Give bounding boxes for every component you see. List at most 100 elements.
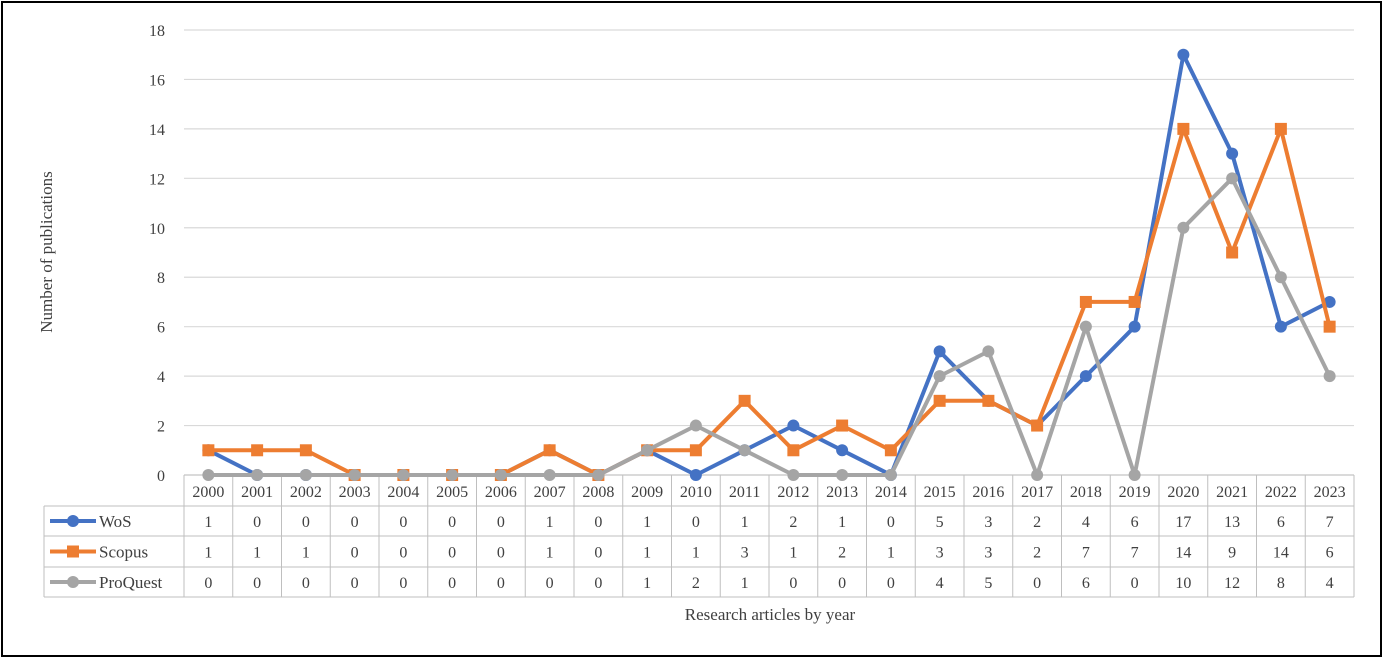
x-tick-label: 2011 [729,484,760,501]
table-cell-value: 0 [448,545,456,562]
table-cell-value: 1 [741,575,749,592]
data-point [348,469,361,481]
data-point [884,469,897,481]
data-point [836,419,849,432]
data-point [1274,122,1287,135]
table-cell-value: 1 [546,514,554,531]
table-cell-value: 3 [984,545,992,562]
data-point [1079,295,1092,308]
data-point [299,444,312,457]
table-cell-value: 2 [1033,514,1041,531]
y-tick-label: 8 [157,270,165,287]
table-cell-value: 0 [302,575,310,592]
data-point [592,469,605,481]
table-cell-value: 5 [936,514,944,531]
data-point [689,444,702,457]
data-point [982,394,995,407]
legend-label: ProQuest [99,573,163,592]
legend-key-marker [67,576,79,588]
table-cell-value: 1 [692,545,700,562]
table-cell-value: 3 [936,545,944,562]
table-cell-value: 0 [594,514,602,531]
data-point [397,469,410,481]
table-cell-value: 0 [351,545,359,562]
table-cell-value: 1 [741,514,749,531]
x-tick-label: 2017 [1021,484,1053,501]
table-cell-value: 0 [497,545,505,562]
x-tick-label: 2010 [680,484,712,501]
table-cell-value: 1 [253,545,261,562]
data-point [202,444,215,457]
table-cell-value: 0 [253,575,261,592]
table-cell-value: 6 [1277,514,1285,531]
table-cell-value: 14 [1273,545,1289,562]
series-line-proquest [208,176,1332,477]
table-cell-value: 6 [1131,514,1139,531]
table-cell-value: 0 [351,575,359,592]
x-tick-label: 2016 [972,484,1004,501]
x-tick-label: 2023 [1314,484,1346,501]
data-point [1177,122,1190,135]
data-point [933,394,946,407]
y-tick-label: 14 [149,122,165,139]
y-tick-label: 2 [157,419,165,436]
data-point [1323,370,1336,383]
data-point [299,469,312,481]
table-cell-value: 3 [984,514,992,531]
table-cell-value: 0 [594,575,602,592]
x-tick-label: 2008 [582,484,614,501]
table-cell-value: 6 [1082,575,1090,592]
x-tick-label: 2020 [1167,484,1199,501]
x-tick-label: 2014 [875,484,907,501]
table-cell-value: 4 [936,575,944,592]
data-table: 2000 2001 2002 2003 2004 2005 2006 2007 2008 2009… [43,474,1355,598]
table-cell-value: 0 [351,514,359,531]
table-cell-value: 10 [1175,575,1191,592]
x-tick-label: 2019 [1119,484,1151,501]
table-cell-value: 8 [1277,575,1285,592]
table-cell-value: 1 [643,575,651,592]
y-tick-label: 6 [157,320,165,337]
data-point [1128,469,1141,481]
table-cell-value: 0 [497,575,505,592]
table-cell-value: 0 [448,575,456,592]
data-point [1079,320,1092,333]
data-point [1226,246,1239,259]
data-point [689,419,702,432]
table-cell-value: 14 [1175,545,1191,562]
data-point [836,444,849,457]
data-point [1031,469,1044,481]
table-cell-value: 7 [1082,545,1090,562]
table-cell-value: 6 [1326,545,1334,562]
y-axis-label: Number of publications [37,171,56,332]
table-cell-value: 0 [887,514,895,531]
data-point [1128,295,1141,308]
table-cell-value: 3 [741,545,749,562]
data-point [1177,48,1190,61]
data-point [251,444,264,457]
table-cell-value: 2 [1033,545,1041,562]
table-cell-value: 0 [789,575,797,592]
data-point [202,469,215,481]
table-cell-value: 0 [204,575,212,592]
table-cell-value: 0 [692,514,700,531]
table-cell-value: 0 [302,514,310,531]
table-cell-value: 1 [204,514,212,531]
x-tick-label: 2001 [241,484,273,501]
legend-key-marker [67,545,79,558]
series-lines [202,48,1336,481]
data-point [933,370,946,383]
table-cell-value: 1 [643,545,651,562]
x-tick-label: 2012 [777,484,809,501]
legend-key-marker [67,515,79,527]
data-point [494,469,507,481]
table-cell-value: 1 [643,514,651,531]
data-point [1323,320,1336,333]
x-tick-label: 2009 [631,484,663,501]
table-cell-value: 1 [204,545,212,562]
y-tick-label: 0 [157,468,165,485]
table-cell-value: 0 [399,545,407,562]
x-tick-label: 2015 [924,484,956,501]
